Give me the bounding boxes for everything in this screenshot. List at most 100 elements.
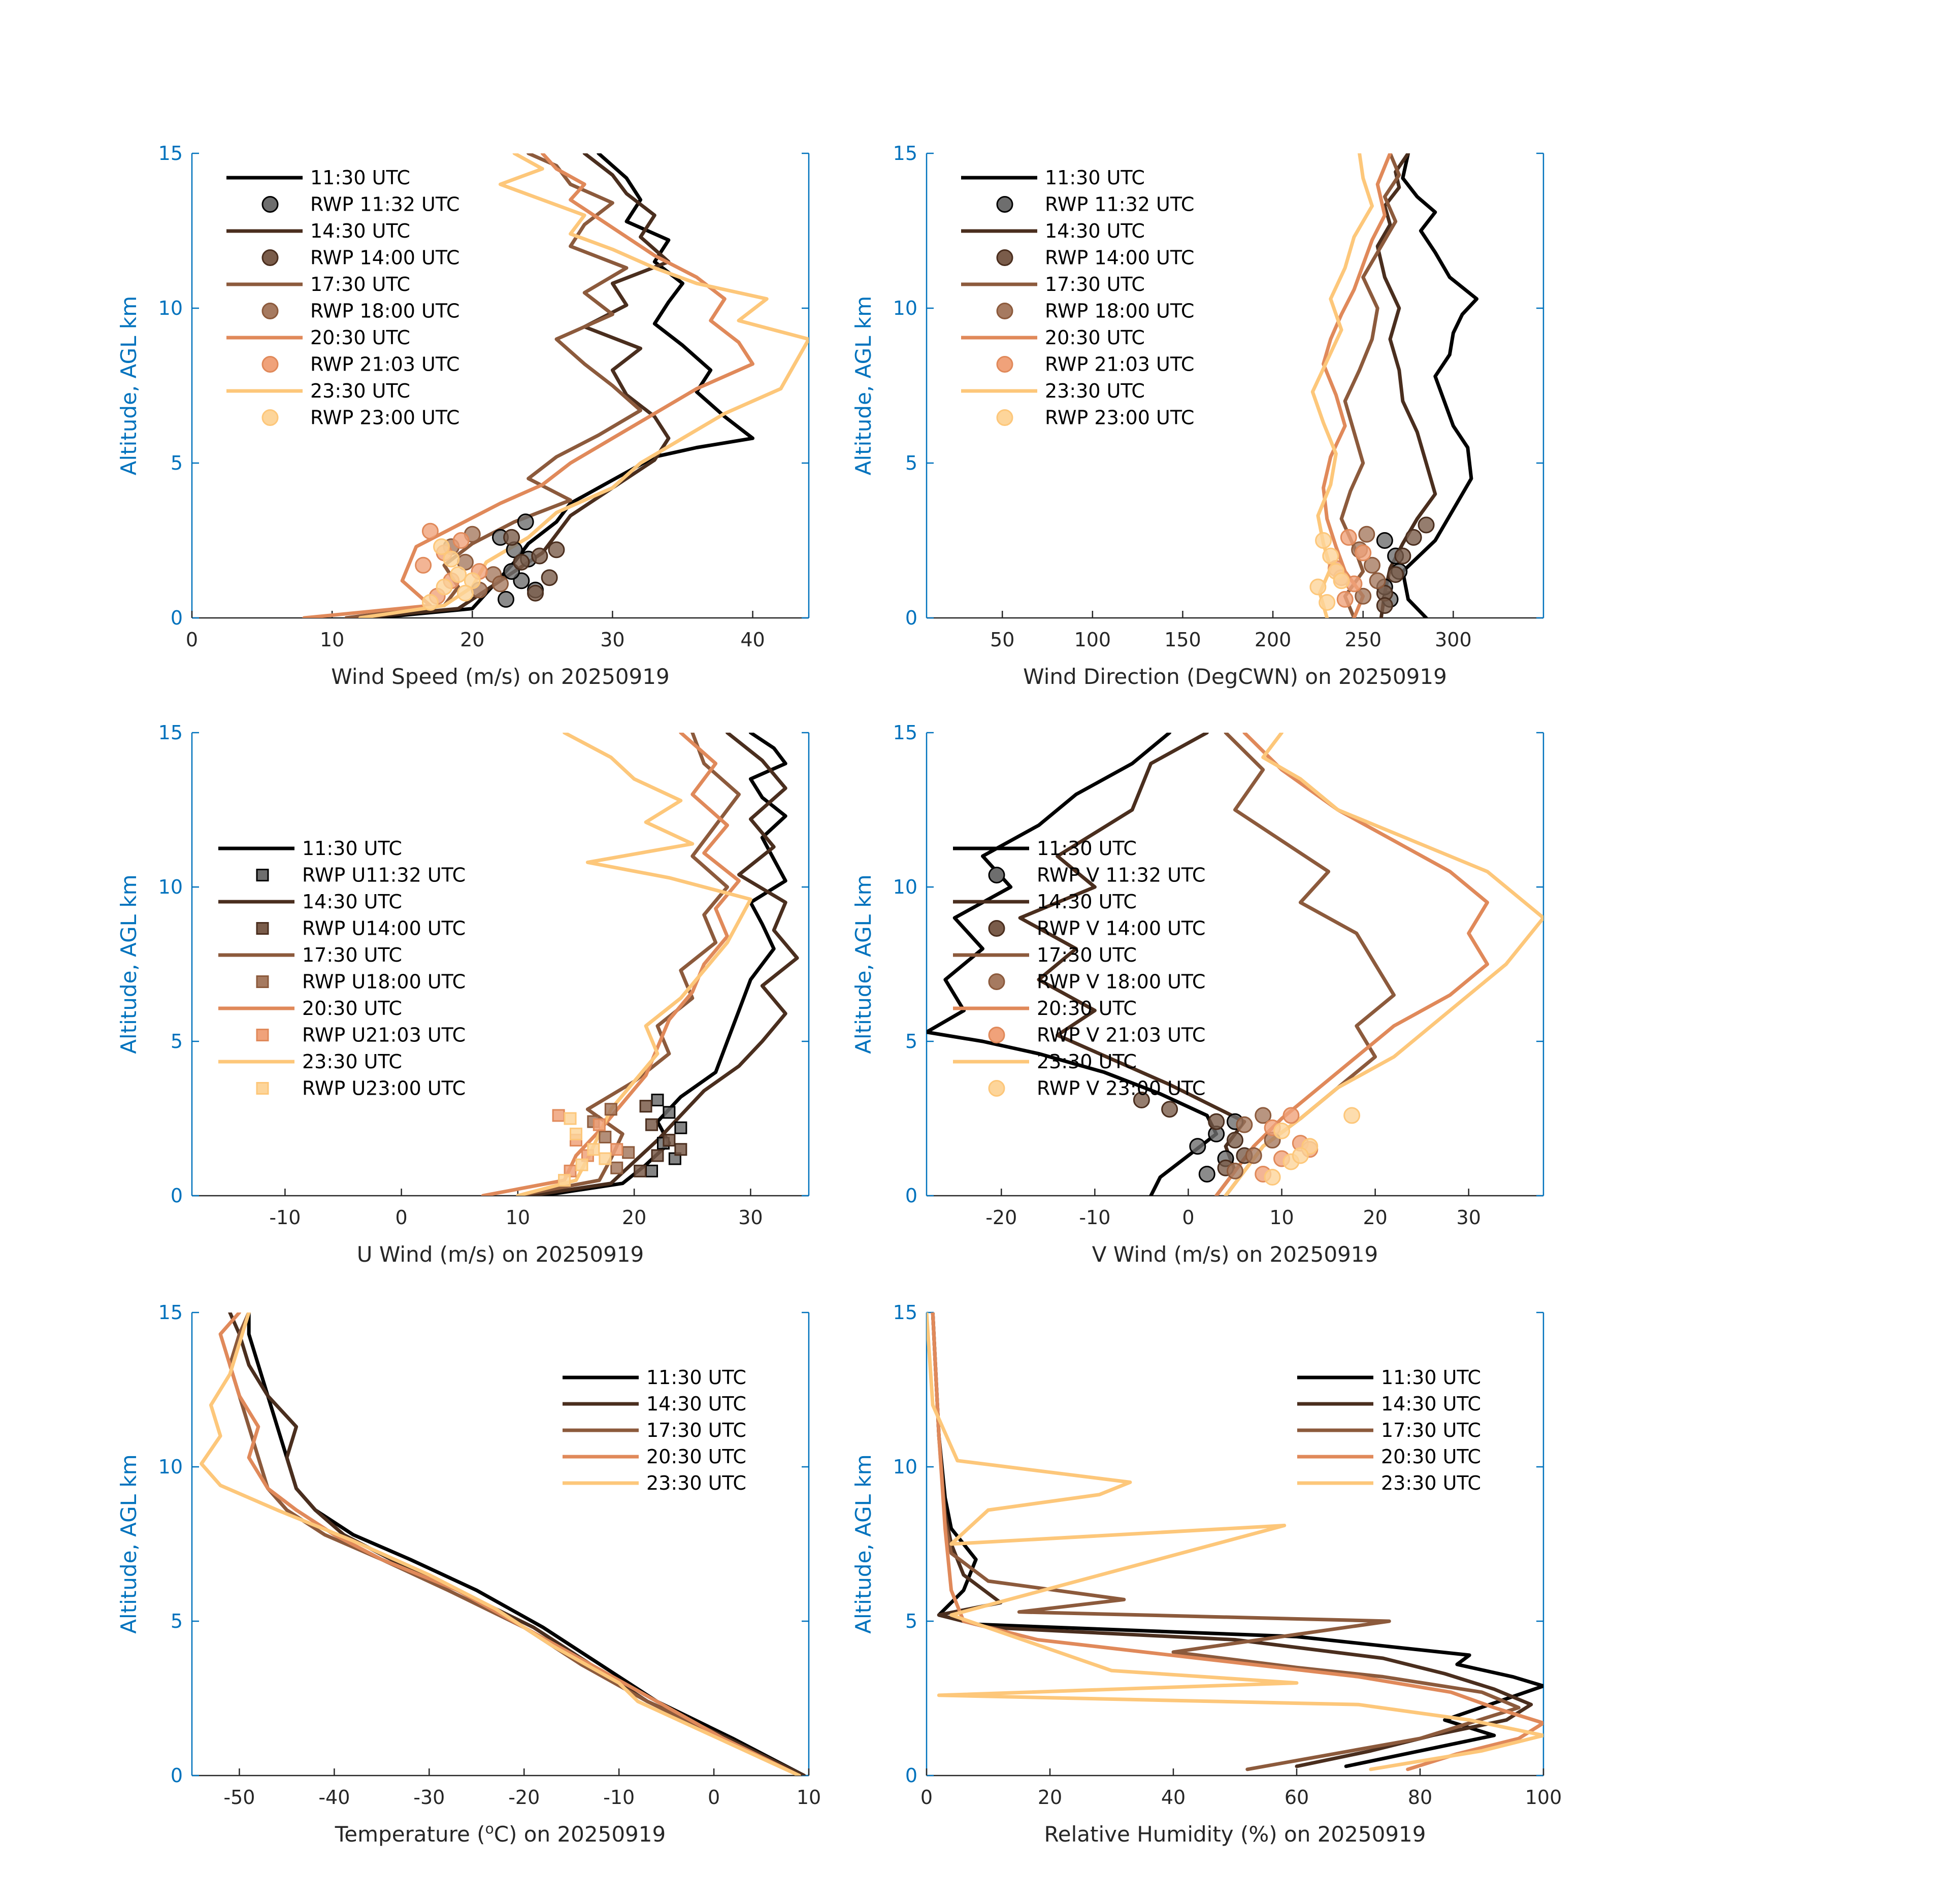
rwp-marker-2 xyxy=(492,575,509,593)
legend-marker xyxy=(988,920,1005,937)
y-axis-label: Altitude, AGL km xyxy=(116,1454,141,1633)
rwp-marker-1 xyxy=(645,1118,659,1131)
x-tick-label: 0 xyxy=(186,629,198,651)
legend-marker xyxy=(996,303,1013,319)
panel-u-wind: 0 5 10 15 -10 0 10 20 30 U Wind (m/s) on 20250919… xyxy=(116,721,810,1267)
x-tick-label: 20 xyxy=(622,1206,646,1229)
legend-marker xyxy=(996,249,1013,266)
y-tick-label: 10 xyxy=(158,297,183,319)
legend-label: 14:30 UTC xyxy=(1037,891,1137,913)
y-tick-label: 0 xyxy=(171,607,183,629)
legend-marker xyxy=(256,1029,269,1041)
rwp-marker-4 xyxy=(1292,1147,1309,1164)
rwp-marker-4 xyxy=(599,1152,612,1165)
rwp-marker-3 xyxy=(1340,529,1357,546)
x-tick-label: 40 xyxy=(1161,1786,1186,1809)
legend-label: RWP 14:00 UTC xyxy=(310,247,459,269)
rwp-marker-4 xyxy=(575,1158,588,1171)
rwp-marker-1 xyxy=(1394,547,1411,565)
legend-label: RWP 23:00 UTC xyxy=(310,407,459,429)
x-tick-label: -10 xyxy=(1079,1206,1110,1229)
legend-marker xyxy=(261,409,279,426)
y-tick-label: 10 xyxy=(158,876,183,898)
y-tick-label: 10 xyxy=(893,297,917,319)
y-tick-label: 5 xyxy=(905,1610,917,1632)
legend-marker xyxy=(256,1082,269,1095)
legend-label: 14:30 UTC xyxy=(302,891,402,913)
x-tick-label: 20 xyxy=(1038,1786,1062,1809)
rwp-marker-1 xyxy=(634,1164,647,1177)
legend-label: RWP U18:00 UTC xyxy=(302,971,466,993)
x-tick-label: -30 xyxy=(413,1786,445,1809)
y-axis-label: Altitude, AGL km xyxy=(851,1454,876,1633)
y-axis-label: Altitude, AGL km xyxy=(851,874,876,1054)
legend-marker xyxy=(996,356,1013,373)
legend-label: RWP U23:00 UTC xyxy=(302,1077,466,1100)
legend-label: 23:30 UTC xyxy=(310,380,410,402)
x-tick-label: -50 xyxy=(223,1786,255,1809)
legend-marker xyxy=(996,409,1013,426)
y-tick-label: 10 xyxy=(893,876,917,898)
legend-marker xyxy=(988,867,1005,883)
x-tick-label: 0 xyxy=(920,1786,933,1809)
rwp-marker-1 xyxy=(513,553,530,571)
legend-label: RWP 14:00 UTC xyxy=(1045,247,1194,269)
series-line-4 xyxy=(516,733,752,1196)
rwp-marker-0 xyxy=(663,1106,676,1119)
rwp-marker-1 xyxy=(663,1134,676,1147)
rwp-marker-3 xyxy=(610,1143,623,1156)
legend-label: 20:30 UTC xyxy=(302,997,402,1020)
rwp-marker-3 xyxy=(415,556,432,574)
legend-label: RWP 11:32 UTC xyxy=(1045,193,1194,216)
x-tick-label: 0 xyxy=(708,1786,720,1809)
rwp-marker-3 xyxy=(1336,590,1354,608)
x-tick-label: 150 xyxy=(1164,629,1201,651)
y-tick-label: 15 xyxy=(158,721,183,744)
x-tick-label: 10 xyxy=(320,629,344,651)
panel-wind-speed: 0 5 10 15 0 10 20 30 40 Wind Speed (m/s) on 20250… xyxy=(116,142,810,689)
legend-label: 23:30 UTC xyxy=(1381,1472,1481,1494)
y-tick-label: 5 xyxy=(171,1610,183,1632)
legend-marker xyxy=(256,975,269,988)
legend-label: 17:30 UTC xyxy=(310,273,410,296)
legend-label: 17:30 UTC xyxy=(302,944,402,966)
panel-v-wind: 0 5 10 15 -20 -10 0 10 20 30 V Wind (m/s) on 20250… xyxy=(851,721,1544,1267)
legend: 11:30 UTC RWP 11:32 UTC 14:30 UTC RWP 14:00… xyxy=(226,167,459,429)
rwp-marker-4 xyxy=(456,584,474,602)
y-tick-label: 0 xyxy=(905,1185,917,1207)
legend: 11:30 UTC 14:30 UTC 17:30 UTC 20:30 UTC 23:3… xyxy=(1297,1366,1481,1494)
legend-label: 14:30 UTC xyxy=(310,220,410,242)
rwp-marker-2 xyxy=(1355,587,1372,605)
x-tick-label: -20 xyxy=(508,1786,540,1809)
rwp-marker-1 xyxy=(541,569,558,586)
series-line-3 xyxy=(302,153,754,618)
rwp-marker-4 xyxy=(564,1112,577,1125)
rwp-marker-2 xyxy=(1358,526,1375,543)
legend-label: RWP V 14:00 UTC xyxy=(1037,917,1205,940)
rwp-marker-0 xyxy=(651,1094,664,1107)
y-tick-label: 5 xyxy=(171,1030,183,1053)
rwp-marker-1 xyxy=(1387,566,1404,583)
rwp-marker-4 xyxy=(1315,532,1332,549)
legend: 11:30 UTC RWP U11:32 UTC 14:30 UTC RWP U14:… xyxy=(218,837,466,1100)
rwp-marker-4 xyxy=(421,594,439,611)
legend-label: 14:30 UTC xyxy=(1381,1393,1481,1415)
x-axis-label: U Wind (m/s) on 20250919 xyxy=(357,1242,644,1267)
rwp-marker-1 xyxy=(1405,529,1422,546)
x-tick-label: 10 xyxy=(797,1786,821,1809)
x-tick-label: 20 xyxy=(1363,1206,1387,1229)
legend-marker xyxy=(256,922,269,935)
legend-label: RWP U21:03 UTC xyxy=(302,1024,466,1046)
rwp-marker-3 xyxy=(552,1109,565,1122)
legend-marker xyxy=(996,196,1013,213)
x-tick-label: 10 xyxy=(1269,1206,1294,1229)
rwp-marker-3 xyxy=(452,532,470,549)
x-tick-label: 30 xyxy=(738,1206,763,1229)
rwp-marker-4 xyxy=(1322,547,1339,565)
rwp-marker-2 xyxy=(1227,1162,1243,1179)
rwp-marker-4 xyxy=(1319,594,1336,611)
rwp-marker-1 xyxy=(1227,1132,1243,1149)
y-tick-label: 10 xyxy=(893,1456,917,1478)
legend-label: RWP U11:32 UTC xyxy=(302,864,466,887)
